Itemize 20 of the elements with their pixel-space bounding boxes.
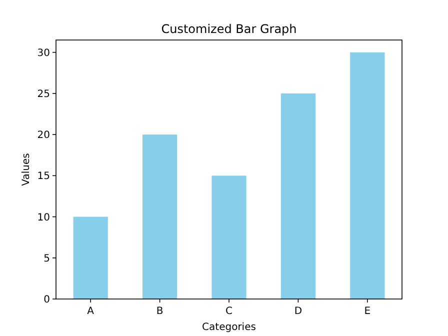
y-tick-label: 10: [37, 212, 50, 224]
x-tick-label: C: [226, 306, 233, 317]
x-tick-label: B: [156, 306, 164, 317]
x-tick-label: D: [294, 306, 302, 317]
bar: [212, 176, 246, 299]
y-tick-label: 5: [44, 253, 50, 264]
y-tick-label: 15: [37, 171, 50, 182]
y-tick-label: 25: [37, 88, 50, 100]
bar: [280, 93, 316, 299]
x-axis-title: Categories: [202, 322, 256, 333]
y-axis-title: Values: [21, 153, 32, 186]
bar: [73, 216, 108, 299]
bar: [350, 52, 385, 299]
x-tick-label: A: [87, 306, 94, 317]
chart-title: Customized Bar Graph: [161, 22, 297, 36]
y-tick-label: 0: [44, 294, 50, 306]
y-tick-label: 20: [37, 130, 50, 142]
bar: [142, 134, 178, 299]
x-tick-label: E: [364, 306, 371, 317]
y-tick-label: 30: [37, 48, 50, 59]
